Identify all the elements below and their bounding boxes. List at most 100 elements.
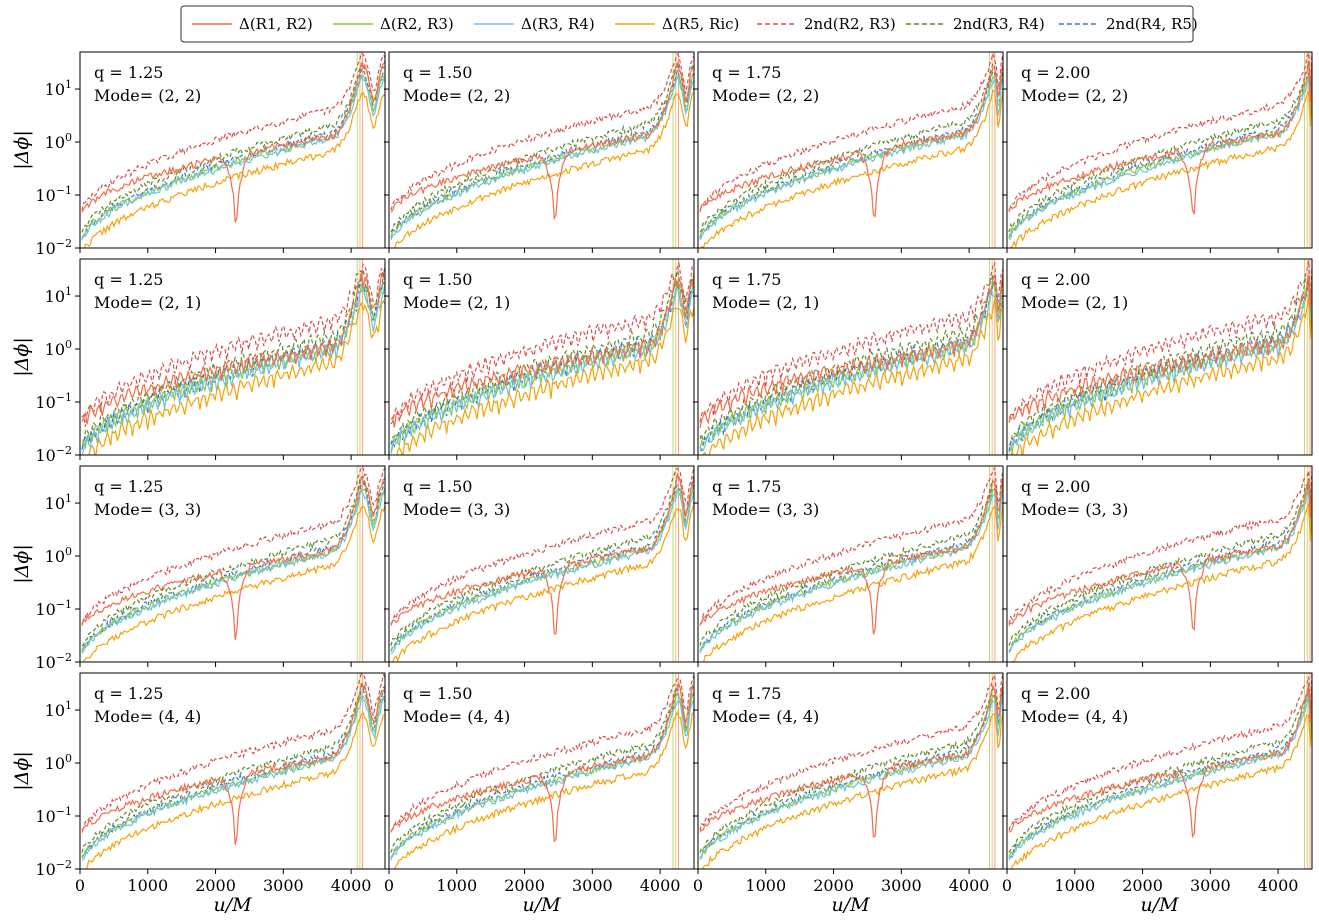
- q-label: q = 1.50: [403, 63, 472, 82]
- series-line: [390, 61, 694, 233]
- q-label: q = 1.25: [94, 684, 163, 703]
- mode-label: Mode= (2, 1): [1021, 293, 1128, 312]
- panel-frame: [1006, 465, 1313, 663]
- legend-entry: 2nd(R4, R5): [1059, 15, 1198, 33]
- mode-label: Mode= (2, 1): [94, 293, 201, 312]
- y-tick-label: 10−2: [35, 651, 72, 672]
- series-line: [699, 282, 1003, 449]
- series-group: [1008, 260, 1312, 455]
- series-group: [1008, 470, 1312, 662]
- x-tick-label: 3000: [881, 876, 922, 895]
- q-label: q = 2.00: [1021, 684, 1090, 703]
- subplot-panel: q = 1.75 Mode= (2, 1): [693, 258, 1004, 460]
- mode-label: Mode= (4, 4): [1021, 707, 1128, 726]
- x-axis-label: u/M: [522, 894, 561, 916]
- y-tick-label: 10−2: [35, 858, 72, 879]
- x-tick-label: 4000: [949, 876, 990, 895]
- series-line: [1008, 478, 1312, 646]
- series-line: [699, 262, 1003, 423]
- series-group: [81, 263, 385, 455]
- panel-frame: [1006, 672, 1313, 870]
- panel-frame: [79, 258, 386, 456]
- panel-frame: [697, 51, 1004, 249]
- mode-label: Mode= (4, 4): [403, 707, 510, 726]
- y-tick-label: 10−1: [35, 805, 72, 826]
- series-line: [392, 503, 694, 662]
- x-tick-label: 3000: [572, 876, 613, 895]
- merger-lines: [672, 466, 679, 662]
- series-line: [699, 52, 1003, 211]
- series-line: [1008, 77, 1312, 241]
- series-line: [88, 299, 385, 455]
- q-label: q = 1.25: [94, 477, 163, 496]
- series-line: [1008, 692, 1312, 859]
- y-tick-label: 10−1: [35, 391, 72, 412]
- series-line: [390, 486, 694, 652]
- series-line: [81, 52, 385, 211]
- series-line: [699, 481, 1003, 646]
- subplot-panel: 10−2 10−1 100 101 q = 1.25 Mode= (3, 3) |Δϕ|: [11, 465, 386, 672]
- q-label: q = 2.00: [1021, 477, 1090, 496]
- subplot-panel: q = 1.50 Mode= (2, 1): [384, 258, 695, 460]
- mode-label: Mode= (2, 1): [403, 293, 510, 312]
- legend-entry: 2nd(R2, R3): [757, 15, 896, 33]
- x-tick-label: 2000: [504, 876, 545, 895]
- series-line: [1008, 61, 1312, 215]
- panel-frame: [1006, 258, 1313, 456]
- subplot-panel: 10−2 10−1 100 101 q = 1.25 Mode= (2, 1) |Δϕ|: [11, 258, 386, 465]
- series-line: [390, 52, 694, 211]
- panel-frame: [388, 51, 695, 249]
- series-line: [1008, 72, 1312, 239]
- y-tick-label: 10−2: [35, 444, 72, 465]
- legend-entry: Δ(R2, R3): [333, 15, 454, 33]
- y-tick-label: 100: [45, 752, 72, 773]
- series-line: [702, 711, 1003, 869]
- x-axis-label: u/M: [1140, 894, 1179, 916]
- q-label: q = 1.50: [403, 684, 472, 703]
- x-axis-label: u/M: [831, 894, 870, 916]
- series-line: [390, 271, 694, 428]
- y-tick-label: 100: [45, 338, 72, 359]
- subplot-panel: 0 1000 2000 3000 4000 q = 1.50 Mode= (4, 4) u/M: [384, 672, 695, 916]
- mode-label: Mode= (2, 2): [403, 86, 510, 105]
- series-line: [390, 76, 694, 241]
- q-label: q = 1.75: [712, 270, 781, 289]
- x-tick-label: 3000: [263, 876, 304, 895]
- series-line: [390, 261, 694, 425]
- subplot-panel: 0 1000 2000 3000 4000 q = 1.75 Mode= (4, 4) u/M: [693, 672, 1004, 916]
- series-line: [702, 299, 1003, 455]
- legend-entry: Δ(R1, R2): [192, 15, 313, 33]
- series-line: [81, 278, 385, 450]
- series-line: [1008, 279, 1312, 452]
- series-line: [81, 476, 385, 640]
- series-line: [81, 688, 385, 859]
- subplot-panel: q = 1.75 Mode= (3, 3): [693, 465, 1004, 667]
- series-line: [699, 64, 1003, 218]
- x-tick-label: 0: [384, 876, 394, 895]
- q-label: q = 1.50: [403, 477, 472, 496]
- panel-frame: [388, 258, 695, 456]
- series-line: [393, 710, 694, 869]
- series-line: [390, 682, 694, 843]
- legend-entry: Δ(R3, R4): [474, 15, 595, 33]
- series-line: [390, 475, 694, 635]
- panel-frame: [697, 465, 1004, 663]
- q-label: q = 2.00: [1021, 270, 1090, 289]
- series-line: [699, 467, 1003, 625]
- series-line: [81, 673, 385, 831]
- series-line: [81, 466, 385, 625]
- q-label: q = 1.50: [403, 270, 472, 289]
- legend-label: Δ(R1, R2): [239, 15, 313, 33]
- y-tick-label: 10−1: [35, 184, 72, 205]
- series-group: [699, 262, 1003, 455]
- x-tick-label: 1000: [745, 876, 786, 895]
- x-tick-label: 2000: [1122, 876, 1163, 895]
- y-tick-label: 101: [45, 285, 72, 306]
- mode-label: Mode= (3, 3): [1021, 500, 1128, 519]
- series-line: [81, 681, 385, 853]
- series-line: [700, 89, 1003, 248]
- series-line: [699, 475, 1003, 635]
- series-line: [1008, 286, 1312, 454]
- series-group: [81, 673, 385, 869]
